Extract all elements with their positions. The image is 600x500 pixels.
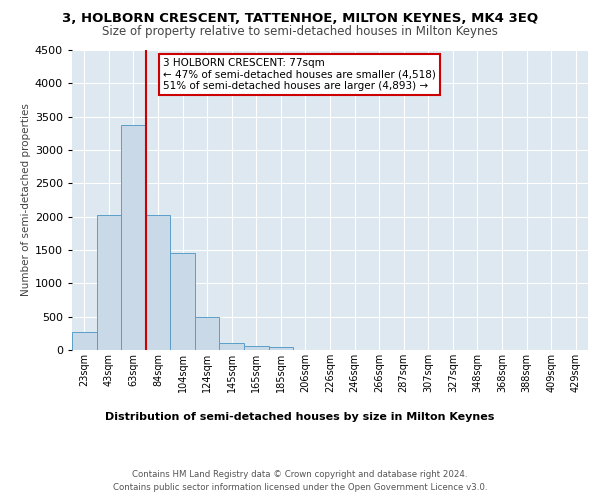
Bar — [97, 216, 121, 350]
Text: 3 HOLBORN CRESCENT: 77sqm
← 47% of semi-detached houses are smaller (4,518)
51% : 3 HOLBORN CRESCENT: 77sqm ← 47% of semi-… — [163, 58, 436, 91]
Bar — [146, 216, 170, 350]
Text: Size of property relative to semi-detached houses in Milton Keynes: Size of property relative to semi-detach… — [102, 25, 498, 38]
Text: Contains public sector information licensed under the Open Government Licence v3: Contains public sector information licen… — [113, 482, 487, 492]
Text: 3, HOLBORN CRESCENT, TATTENHOE, MILTON KEYNES, MK4 3EQ: 3, HOLBORN CRESCENT, TATTENHOE, MILTON K… — [62, 12, 538, 26]
Bar — [220, 344, 244, 350]
Bar — [121, 126, 146, 350]
Y-axis label: Number of semi-detached properties: Number of semi-detached properties — [20, 104, 31, 296]
Bar — [170, 252, 195, 350]
Text: Contains HM Land Registry data © Crown copyright and database right 2024.: Contains HM Land Registry data © Crown c… — [132, 470, 468, 479]
Text: Distribution of semi-detached houses by size in Milton Keynes: Distribution of semi-detached houses by … — [106, 412, 494, 422]
Bar — [72, 332, 97, 350]
Bar — [195, 318, 220, 350]
Bar — [244, 346, 269, 350]
Bar — [269, 346, 293, 350]
